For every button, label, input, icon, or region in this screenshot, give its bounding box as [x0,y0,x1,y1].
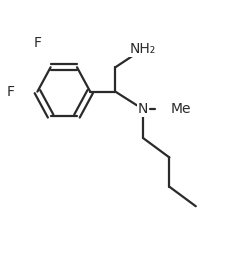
Text: NH₂: NH₂ [130,42,156,56]
Text: Me: Me [170,102,191,116]
Text: N: N [138,102,148,116]
Text: F: F [7,85,15,99]
Text: F: F [34,36,42,50]
